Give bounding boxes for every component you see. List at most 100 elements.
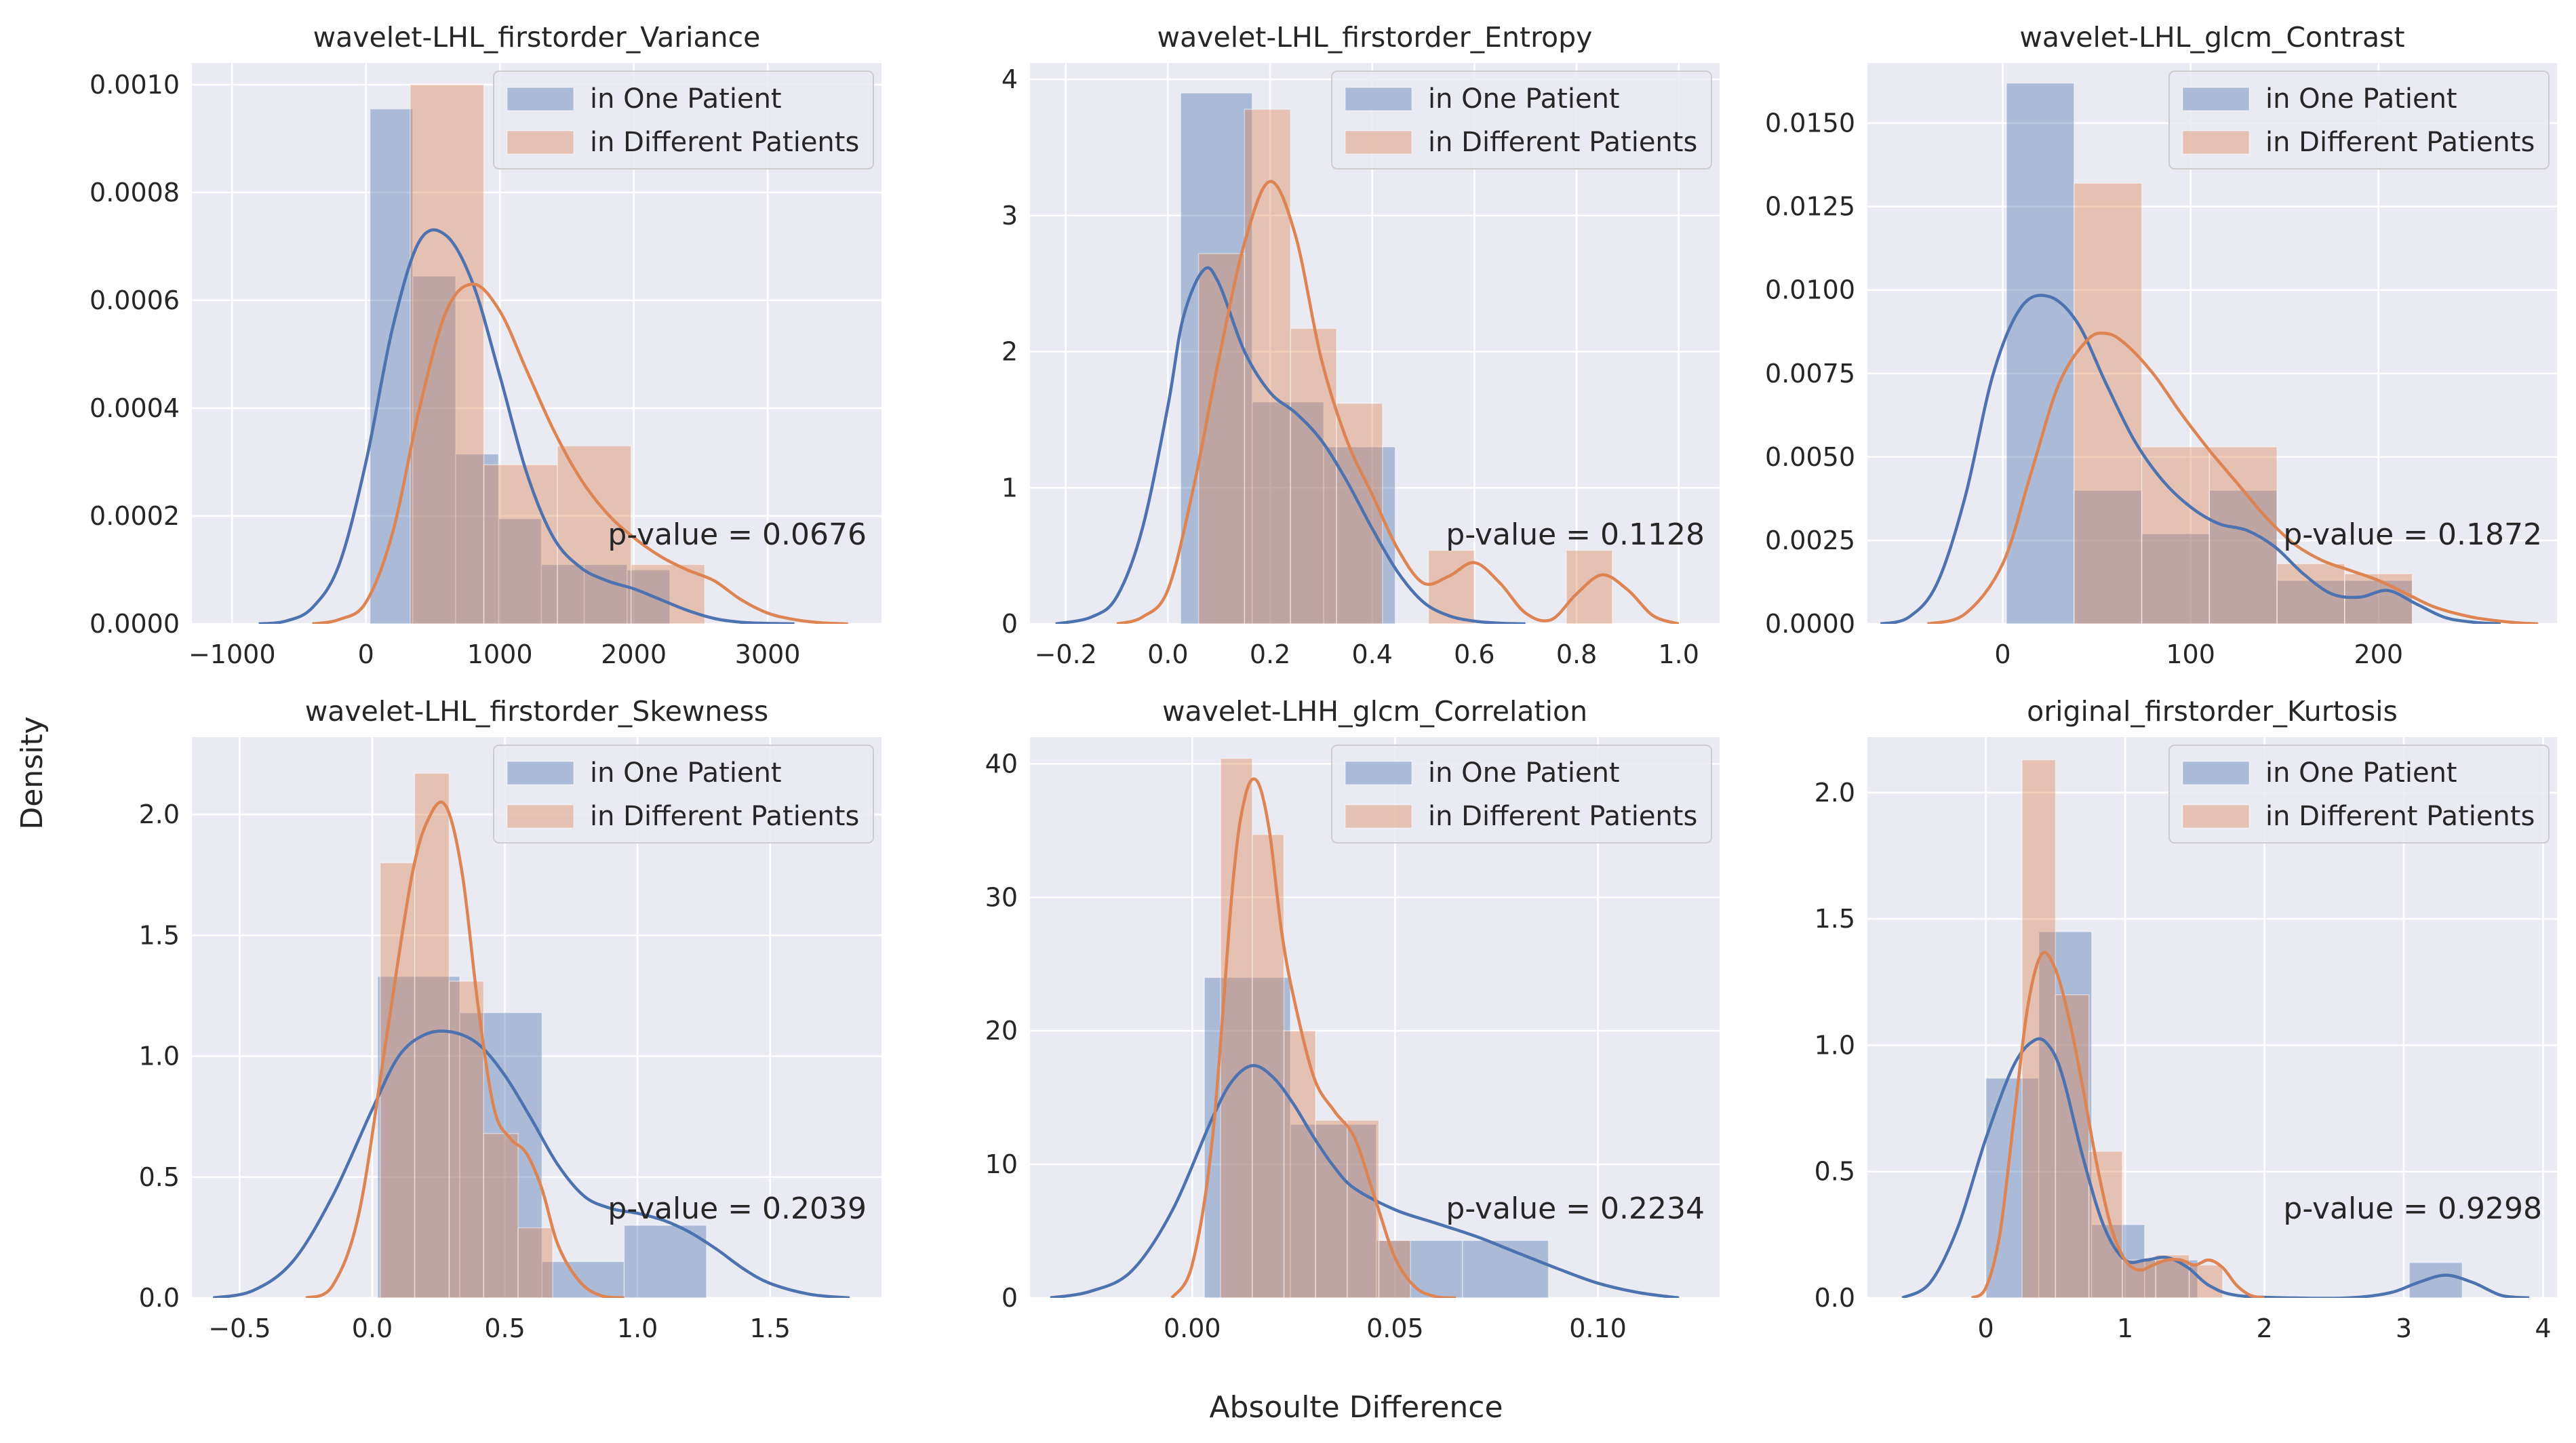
x-tick-label: 1.5 — [749, 1313, 790, 1343]
p-value-annotation: p-value = 0.1128 — [1446, 517, 1705, 552]
plot-content — [1050, 757, 1680, 1298]
histogram-bar-different-patients — [1347, 1120, 1380, 1298]
legend-frame — [2168, 745, 2550, 844]
x-tick-label: 1.0 — [617, 1313, 658, 1343]
x-tick-label: 1.0 — [1659, 639, 1699, 669]
x-tick-label: 0 — [1994, 639, 2010, 669]
y-tick-label: 1.0 — [139, 1042, 180, 1071]
histogram-bar-one-patient — [455, 453, 499, 624]
histogram-bar-one-patient — [369, 108, 414, 624]
x-tick-label: 0.5 — [484, 1313, 525, 1343]
plot-content — [258, 84, 848, 624]
histogram-bar-different-patients — [2088, 1151, 2123, 1298]
histogram-bar-different-patients — [2055, 994, 2090, 1298]
legend-label: in One Patient — [590, 757, 782, 789]
x-tick-label: 4 — [2535, 1313, 2551, 1343]
histogram-bar-one-patient — [627, 569, 671, 624]
y-tick-label: 0.5 — [1815, 1157, 1855, 1187]
kde-line-different-patients — [1170, 777, 1457, 1298]
x-tick-label: 100 — [2166, 639, 2215, 669]
subplot-title: wavelet-LHL_firstorder_Skewness — [305, 695, 769, 728]
y-tick-label: 2 — [1002, 337, 1018, 367]
y-tick-label: 20 — [985, 1016, 1018, 1046]
x-tick-label: 0.0 — [1147, 639, 1188, 669]
histogram-bar-one-patient — [1204, 976, 1291, 1298]
legend-frame — [1331, 71, 1712, 170]
kde-line-different-patients — [1970, 951, 2265, 1298]
plot-content — [1880, 82, 2539, 624]
y-tick-label: 1.0 — [1815, 1030, 1855, 1060]
histogram-bar-one-patient — [412, 275, 456, 624]
histogram-bar-one-patient — [2276, 580, 2345, 624]
plot-content — [1901, 759, 2530, 1298]
x-tick-label: 0.8 — [1556, 639, 1597, 669]
x-tick-label: 0.6 — [1454, 639, 1494, 669]
plot-content — [1055, 92, 1680, 624]
x-tick-label: 0.05 — [1366, 1313, 1424, 1343]
histogram-bar-different-patients — [483, 464, 558, 624]
x-tick-label: 0 — [1978, 1313, 1994, 1343]
y-tick-label: 0.0008 — [90, 178, 180, 207]
legend: in One Patient in Different Patients — [2168, 745, 2550, 844]
legend-frame — [1331, 745, 1712, 844]
x-tick-label: 0.10 — [1569, 1313, 1627, 1343]
histogram-bar-one-patient — [541, 1261, 625, 1298]
legend-swatch-one-patient — [1345, 87, 1412, 111]
histogram-bar-different-patients — [630, 564, 706, 624]
y-tick-label: 0.0075 — [1765, 359, 1855, 389]
histogram-bar-one-patient — [2344, 580, 2413, 624]
x-tick-label: 2 — [2256, 1313, 2272, 1343]
histogram-bar-different-patients — [1378, 1240, 1411, 1298]
y-tick-label: 0.0000 — [1765, 609, 1855, 639]
y-tick-label: 0.0006 — [90, 285, 180, 315]
histogram-bar-one-patient — [2074, 490, 2143, 624]
p-value-annotation: p-value = 0.9298 — [2283, 1191, 2542, 1226]
histogram-bar-one-patient — [2208, 490, 2278, 624]
histogram-bar-one-patient — [1323, 446, 1396, 624]
y-tick-label: 0.0050 — [1765, 442, 1855, 472]
y-tick-label: 0.0 — [1815, 1283, 1855, 1313]
x-tick-label: 0.0 — [352, 1313, 393, 1343]
subplot-title: original_firstorder_Kurtosis — [2027, 695, 2398, 728]
y-tick-label: 0.5 — [139, 1162, 180, 1192]
legend-label: in Different Patients — [590, 127, 859, 158]
histogram-bar-one-patient — [2409, 1262, 2463, 1298]
x-tick-label: 3000 — [735, 639, 801, 669]
kde-line-one-patient — [1055, 266, 1526, 624]
subplot-6: 0 1 2 3 4 0.0 0.5 1.0 1.5 2.0 original_firstorder_… — [1815, 695, 2557, 1343]
x-tick-label: 200 — [2354, 639, 2403, 669]
x-tick-label: 0.2 — [1250, 639, 1290, 669]
x-tick-label: −0.5 — [208, 1313, 271, 1343]
p-value-annotation: p-value = 0.1872 — [2283, 517, 2542, 552]
legend-label: in One Patient — [1428, 83, 1620, 115]
legend-frame — [2168, 71, 2550, 170]
y-tick-label: 40 — [985, 749, 1018, 778]
histogram-bar-different-patients — [557, 445, 632, 624]
y-tick-label: 0 — [1002, 609, 1018, 639]
p-value-annotation: p-value = 0.2234 — [1446, 1191, 1705, 1226]
histogram-bar-different-patients — [1336, 403, 1383, 624]
x-tick-label: −0.2 — [1035, 639, 1097, 669]
histogram-bar-one-patient — [1180, 92, 1253, 624]
legend-swatch-different-patients — [507, 130, 574, 155]
kde-line-different-patients — [305, 800, 625, 1298]
histogram-bar-different-patients — [2141, 446, 2211, 624]
legend-swatch-one-patient — [2182, 87, 2250, 111]
x-tick-label: 1000 — [467, 639, 533, 669]
subplot-1: −1000 0 1000 2000 3000 0.0000 0.0002 0.0004 0.00… — [90, 21, 881, 669]
kde-line-one-patient — [258, 228, 795, 624]
legend-label: in One Patient — [1428, 757, 1620, 789]
x-tick-label: −1000 — [189, 639, 276, 669]
histogram-bar-one-patient — [1461, 1240, 1549, 1298]
kde-line-one-patient — [1050, 1064, 1680, 1298]
subplot-grid: −1000 0 1000 2000 30000.00000.00020.00040.00… — [90, 21, 2557, 1343]
legend: in One Patient in Different Patients — [493, 71, 874, 170]
legend-swatch-different-patients — [2182, 804, 2250, 829]
histogram-bar-different-patients — [1427, 549, 1475, 624]
histogram-bar-one-patient — [623, 1225, 707, 1298]
y-tick-label: 0 — [1002, 1283, 1018, 1313]
x-tick-label: 3 — [2396, 1313, 2412, 1343]
legend: in One Patient in Different Patients — [2168, 71, 2550, 170]
histogram-bar-different-patients — [483, 1132, 519, 1298]
